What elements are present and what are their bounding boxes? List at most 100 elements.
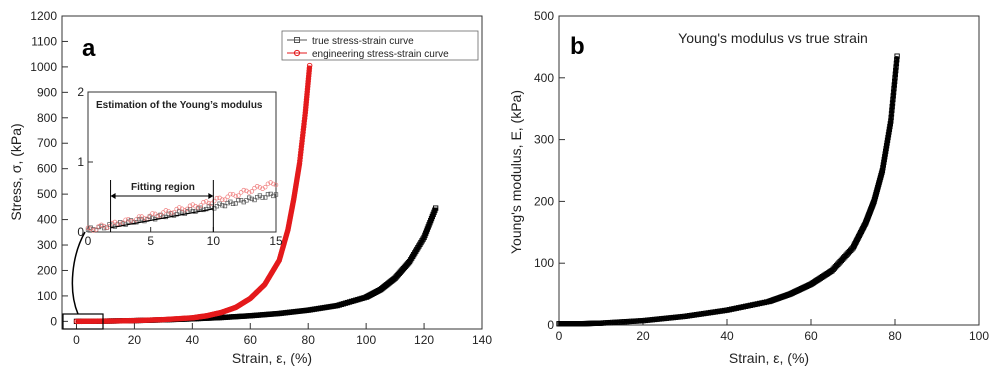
inset-point-true [220, 203, 225, 208]
data-point-engineering [294, 172, 301, 179]
data-point-engineering [297, 158, 303, 164]
data-point-modulus [871, 198, 877, 205]
y-tick-label-a: 500 [37, 187, 57, 201]
data-point-modulus [881, 159, 887, 165]
data-point-modulus [885, 134, 891, 141]
fit-range-arrowhead-left [110, 193, 116, 199]
inset-point-engineering [169, 210, 174, 216]
fitting-region-annotation [110, 180, 214, 232]
data-point-engineering [297, 152, 304, 158]
data-point-modulus [890, 96, 896, 103]
data-point-engineering [302, 107, 309, 113]
x-tick-label-a: 40 [186, 333, 200, 347]
inset-point-engineering [134, 217, 139, 222]
inset-point-true [249, 196, 254, 202]
y-tick-label-a: 400 [37, 213, 57, 227]
inset-title: Estimation of the Young’s modulus [96, 100, 263, 111]
inset-point-true [252, 197, 257, 203]
data-point-modulus [883, 148, 889, 154]
legend-marker-engineering [293, 49, 301, 57]
y-tick-label-a: 200 [37, 263, 57, 277]
data-point-engineering [304, 94, 310, 100]
inset-point-true [101, 226, 107, 231]
y-tick-label-b: 0 [547, 318, 554, 332]
data-point-engineering [306, 62, 313, 69]
data-point-modulus [883, 143, 890, 149]
fitting-region-label: Fitting region [131, 182, 195, 193]
data-point-engineering [300, 124, 307, 130]
x-tick-label-b: 100 [969, 329, 989, 343]
x-tick-label-a: 0 [73, 333, 80, 347]
data-point-modulus [885, 132, 892, 138]
x-axis-label-a: Strain, ε, (%) [232, 350, 312, 366]
x-tick-label-b: 60 [804, 329, 818, 343]
inset-point-engineering [257, 185, 263, 190]
data-point-engineering [306, 68, 312, 74]
inset-point-engineering [93, 227, 99, 232]
data-point-modulus [890, 89, 897, 95]
y-tick-label-b: 300 [534, 133, 554, 147]
data-point-modulus [887, 121, 893, 127]
y-tick-label-a: 600 [37, 162, 57, 176]
data-point-modulus [878, 172, 884, 179]
data-point-engineering [298, 146, 304, 153]
inset-point-engineering [222, 197, 228, 202]
axis-ticks-a: 0 20 40 60 80 100 120 1400100200300400500600700… [30, 9, 492, 347]
inset-point-engineering [273, 182, 279, 188]
fit-line [110, 208, 214, 229]
inset-point-engineering [142, 216, 147, 221]
inset-point-true [206, 203, 212, 209]
x-tick-label-a: 140 [472, 333, 492, 347]
inset-point-engineering [160, 210, 166, 215]
zoom-connector [71, 231, 86, 315]
inset-point-engineering [246, 190, 252, 195]
data-point-engineering [304, 86, 311, 92]
y-tick-label-a: 1000 [30, 60, 57, 74]
inset-x-tick-label: 0 [85, 234, 92, 248]
data-point-modulus [894, 57, 900, 63]
inset-point-engineering [150, 211, 155, 216]
data-point-modulus [889, 103, 895, 110]
data-point-modulus [892, 78, 898, 85]
inset-point-engineering [177, 205, 182, 210]
data-point-engineering [292, 188, 298, 195]
data-point-engineering [304, 91, 310, 98]
y-axis-label-b: Young's modulus, E, (kPa) [508, 90, 524, 254]
y-tick-label-b: 400 [534, 71, 554, 85]
data-point-engineering [306, 70, 312, 77]
legend-label-true: true stress-strain curve [312, 36, 414, 47]
panel-b-youngs-modulus: 0 20 40 60 80 100 0 100 200 300 400 500 b Young's m… [508, 9, 989, 366]
data-point-engineering [298, 143, 305, 150]
y-tick-label-a: 0 [50, 314, 57, 328]
data-point-modulus [872, 195, 878, 201]
inset-point-engineering [271, 181, 276, 187]
y-tick-label-a: 1100 [31, 34, 57, 48]
data-point-modulus [878, 171, 885, 177]
data-point-modulus [880, 165, 886, 171]
y-tick-label-a: 1200 [30, 9, 57, 23]
data-point-engineering [303, 96, 310, 103]
data-point-engineering [293, 182, 299, 189]
y-tick-label-a: 100 [37, 289, 57, 303]
inset-point-engineering [163, 208, 169, 213]
inset-point-engineering [91, 228, 96, 233]
inset-point-engineering [214, 195, 220, 201]
data-point-engineering [303, 102, 309, 108]
data-point-modulus [882, 151, 888, 157]
data-point-modulus [874, 188, 880, 194]
panel-label-a: a [82, 35, 96, 62]
data-point-modulus [882, 154, 888, 160]
inset-frame [87, 91, 277, 233]
data-point-engineering [302, 112, 308, 119]
data-point-modulus [893, 64, 899, 70]
inset-point-true [118, 220, 123, 225]
data-point-engineering [299, 141, 305, 147]
legend-box [281, 30, 479, 61]
data-point-modulus [893, 67, 899, 74]
inset-point-true [230, 201, 236, 206]
x-tick-label-b: 80 [888, 329, 902, 343]
data-point-engineering [305, 81, 311, 87]
data-point-engineering [290, 196, 297, 202]
x-tick-label-b: 40 [720, 329, 734, 343]
inset-point-engineering [136, 214, 142, 219]
